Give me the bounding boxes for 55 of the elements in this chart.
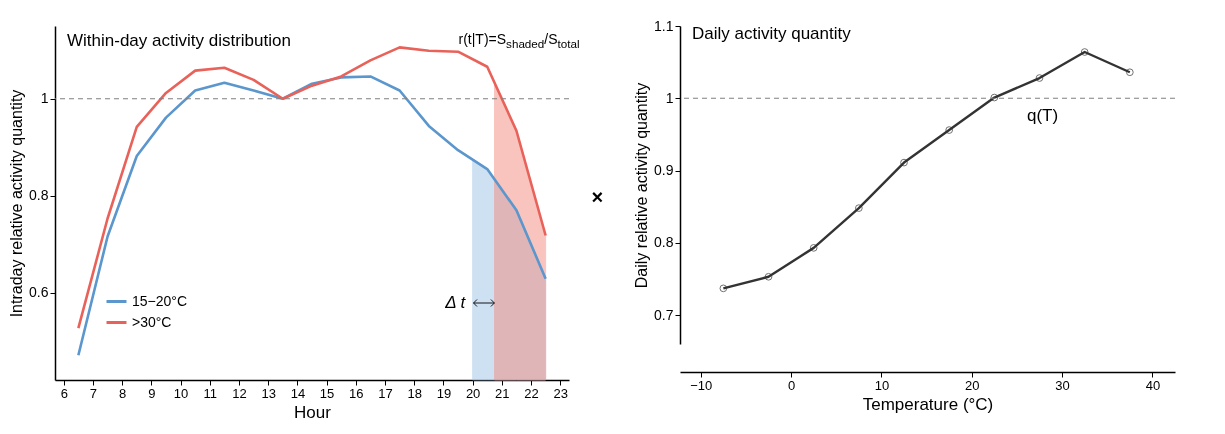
x-tick-label: 20 <box>965 377 980 393</box>
x-tick-label: 7 <box>89 385 98 401</box>
x-tick-label: 0 <box>787 377 796 393</box>
x-tick-label: 30 <box>1055 377 1070 393</box>
point <box>1035 74 1044 82</box>
line-series <box>77 75 547 357</box>
y-tick-label: 0.6 <box>29 284 49 301</box>
y-axis-title: Daily relative activity quantity <box>633 82 651 289</box>
x-tick-label: 17 <box>378 385 393 401</box>
y-axis-title: Intraday relative activity quantity <box>8 89 26 318</box>
text: × <box>591 185 604 209</box>
point <box>900 158 908 167</box>
y-tick-label: 1 <box>665 89 674 106</box>
x-tick-label: 12 <box>232 385 247 401</box>
point <box>945 126 954 134</box>
legend-label: >30°C <box>132 313 172 330</box>
x-tick-label: 18 <box>407 385 422 401</box>
y-tick-label: 0.9 <box>654 162 674 179</box>
x-tick-label: 22 <box>524 385 539 401</box>
x-tick-label: 13 <box>261 385 276 401</box>
annotation: q(T) <box>1027 106 1059 126</box>
x-tick-label: 19 <box>436 385 452 401</box>
x-tick-label: 10 <box>173 385 189 401</box>
y-tick-label: 1 <box>40 90 49 107</box>
x-tick-label: 16 <box>349 385 364 401</box>
x-tick-label: 10 <box>874 377 890 393</box>
y-tick-label: 0.8 <box>654 234 674 251</box>
point <box>1125 68 1134 77</box>
annotation: r(t|T)=S$_{shaded}$/S$_{total}$ <box>458 30 580 50</box>
x-tick-label: 15 <box>319 385 335 401</box>
x-tick-label: 20 <box>465 385 481 401</box>
x-tick-label: 8 <box>119 385 127 401</box>
x-tick-label: 9 <box>148 385 156 401</box>
point <box>719 284 728 293</box>
x-tick-label: 40 <box>1145 377 1161 393</box>
x-tick-label: −10 <box>690 377 713 393</box>
y-tick-label: 0.7 <box>654 306 674 323</box>
chart-title: Daily activity quantity <box>692 24 852 43</box>
point <box>809 244 818 252</box>
chart-title: Within-day activity distribution <box>67 31 291 50</box>
x-axis-title: Hour <box>294 402 332 422</box>
annotation: Δ t <box>445 292 466 313</box>
point <box>855 204 863 212</box>
x-tick-label: 14 <box>290 385 306 401</box>
x-tick-label: 11 <box>203 385 218 401</box>
x-tick-label: 6 <box>60 385 68 401</box>
x-tick-label: 23 <box>553 385 568 401</box>
x-axis-title: Temperature (°C) <box>862 394 994 414</box>
y-tick-label: 1.1 <box>654 17 674 34</box>
point <box>990 93 999 102</box>
y-tick-label: 0.8 <box>29 187 49 204</box>
point <box>764 272 773 281</box>
legend-label: 15−20°C <box>132 292 188 309</box>
x-tick-label: 21 <box>495 385 510 401</box>
point <box>1080 48 1089 56</box>
